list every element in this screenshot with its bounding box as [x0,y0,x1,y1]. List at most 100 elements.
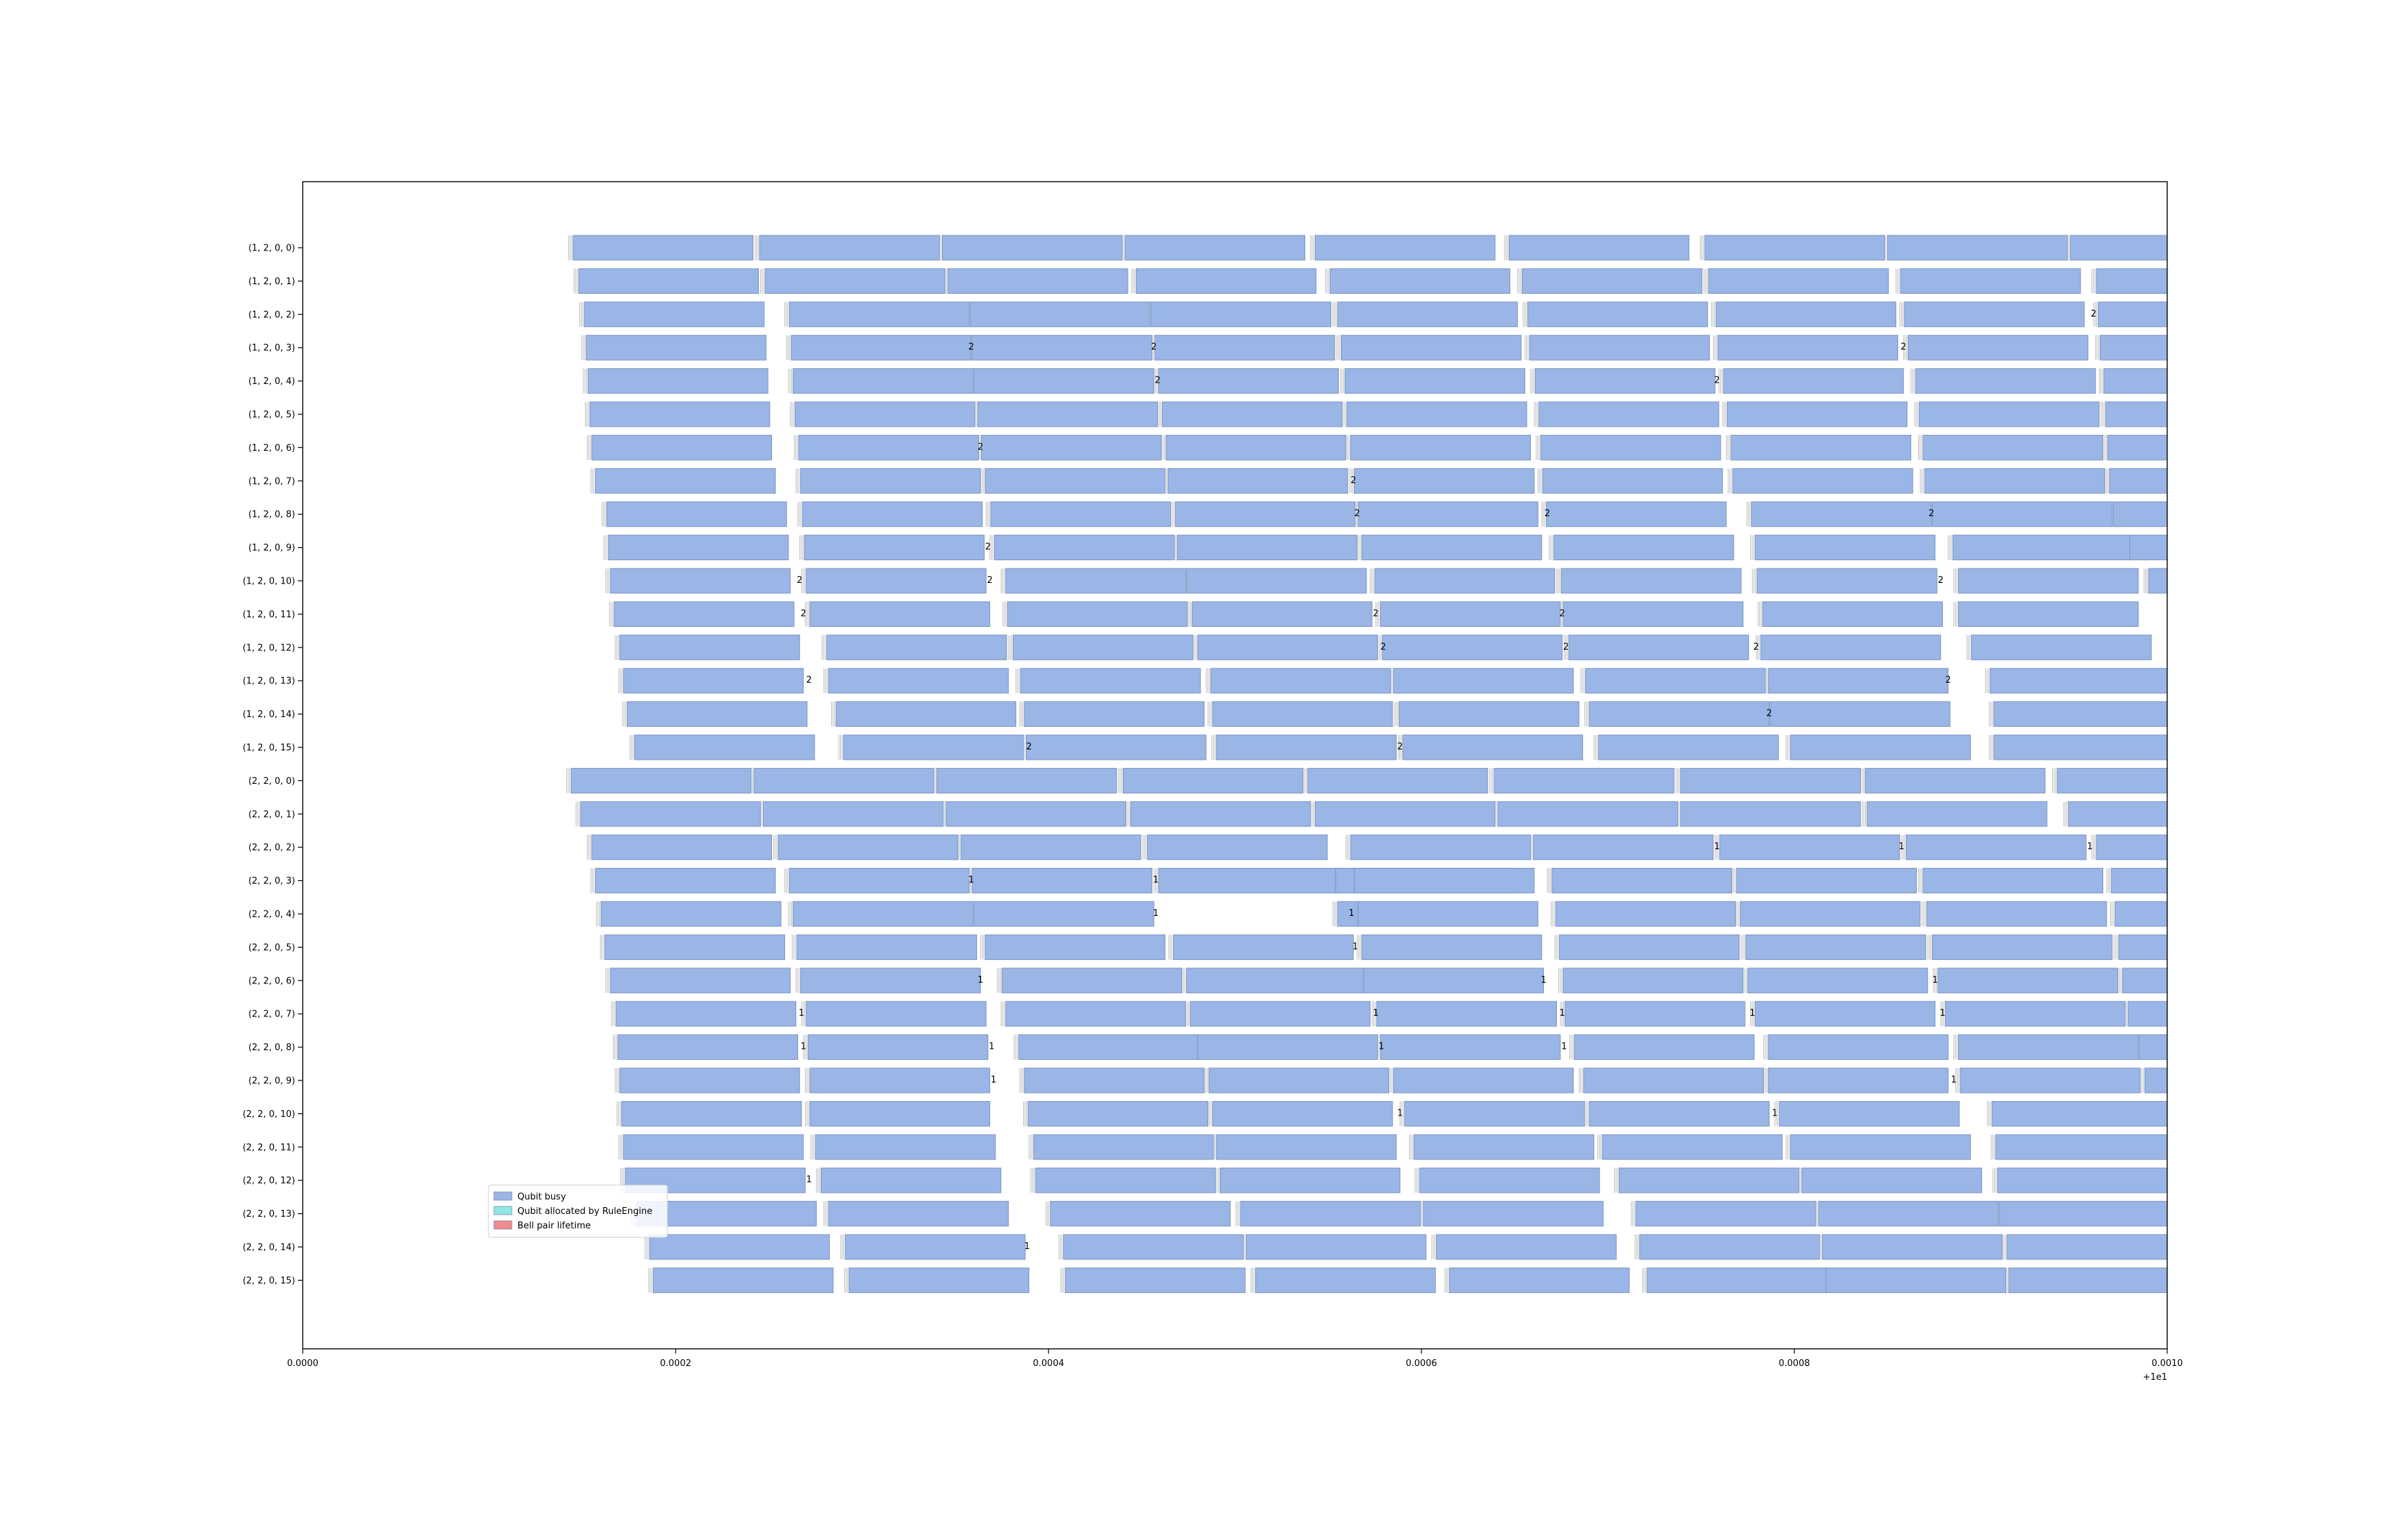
busy-bar [960,834,1141,860]
busy-bar [2096,268,2167,294]
busy-bar [1521,268,1703,294]
busy-bar [1756,568,1937,594]
busy-bar [1887,235,2068,261]
y-tick-label: (2, 2, 0, 7) [248,1010,295,1020]
busy-bar [1529,334,1710,361]
busy-bar [974,901,1154,927]
busy-bar [2107,434,2167,460]
busy-bar [1560,568,1742,594]
busy-bar [828,1201,1009,1227]
busy-bar [1715,301,1897,328]
busy-bar [1344,368,1525,394]
bar-annotation: 1 [1933,975,1938,985]
busy-bar [1589,701,1770,727]
busy-bar [2148,568,2167,594]
busy-bar [759,235,940,261]
busy-bar [936,767,1117,793]
busy-bar [1340,334,1522,361]
busy-bar [1158,368,1339,394]
y-tick-label: (1, 2, 0, 12) [243,643,295,653]
busy-bar [1337,301,1518,328]
busy-bar [1497,801,1679,827]
busy-bar [619,635,800,661]
busy-bar [589,401,771,427]
bar-annotation: 1 [1153,908,1159,919]
busy-bar [623,1134,804,1160]
bar-annotation: 2 [801,608,806,619]
bar-annotation: 2 [1938,575,1944,586]
busy-bar [2118,934,2167,960]
busy-bar [815,1134,996,1160]
busy-bar [1999,1201,2167,1227]
busy-bar [804,535,985,561]
busy-bar [1906,834,2087,860]
busy-bar [1176,535,1358,561]
busy-bar [1760,635,1942,661]
y-tick-label: (2, 2, 0, 6) [248,976,295,986]
busy-bar [1646,1267,1827,1293]
busy-bar [583,301,765,328]
busy-bar [1508,235,1690,261]
bar-annotation: 2 [1380,642,1386,652]
busy-bar [1717,334,1898,361]
bar-annotation: 1 [1560,1008,1565,1019]
busy-bar [796,934,978,960]
busy-bar [777,834,959,860]
busy-bar [971,334,1152,361]
busy-bar [1726,401,1908,427]
bar-annotation: 1 [1561,1042,1567,1052]
busy-bar [619,1067,800,1094]
y-tick-label: (2, 2, 0, 2) [248,843,295,853]
bar-annotation: 1 [1153,875,1159,886]
busy-bar [764,268,946,294]
y-tick-label: (1, 2, 0, 10) [243,577,295,587]
y-tick-label: (2, 2, 0, 0) [248,776,295,787]
busy-bar [1124,235,1306,261]
y-tick-label: (2, 2, 0, 8) [248,1043,295,1053]
y-tick-label: (1, 2, 0, 3) [248,343,295,354]
busy-bar [809,601,991,627]
busy-bar [1719,834,1900,860]
bar-annotation: 2 [1351,476,1356,486]
busy-bar [621,1100,802,1127]
y-tick-label: (1, 2, 0, 11) [243,610,295,620]
busy-bar [1135,268,1317,294]
bar-annotation: 1 [978,975,983,985]
busy-bar [1762,601,1943,627]
busy-bar [594,868,776,894]
busy-bar [1165,434,1346,460]
busy-bar [1602,1134,1783,1160]
busy-bar [980,434,1162,460]
bar-annotation: 1 [1024,1241,1030,1252]
busy-bar [800,468,981,494]
busy-bar [1402,734,1583,760]
busy-bar [1376,1001,1557,1027]
busy-bar [1751,501,1932,527]
busy-bar [1945,1001,2126,1027]
busy-bar [1315,801,1496,827]
busy-bar [753,767,934,793]
busy-bar [2129,535,2167,561]
busy-bar [1904,301,2085,328]
bar-annotation: 1 [1397,1108,1403,1118]
busy-bar [1007,601,1188,627]
y-tick-label: (1, 2, 0, 4) [248,376,295,387]
busy-bar [1197,635,1378,661]
busy-bar [802,501,983,527]
bar-annotation: 1 [968,875,974,886]
busy-bar [1208,1067,1390,1094]
busy-bar [601,901,782,927]
bar-annotation: 2 [1766,709,1772,719]
busy-bar [1212,701,1393,727]
busy-bar [1350,834,1531,860]
busy-bar [652,1267,834,1293]
busy-bar [1350,434,1531,460]
busy-bar [798,434,979,460]
busy-bar [788,301,970,328]
busy-bar [1754,535,1936,561]
busy-bar [591,434,773,460]
busy-bar [1825,1267,2007,1293]
busy-bar [1565,1001,1745,1027]
busy-bar [1546,501,1727,527]
busy-bar [1922,434,2104,460]
